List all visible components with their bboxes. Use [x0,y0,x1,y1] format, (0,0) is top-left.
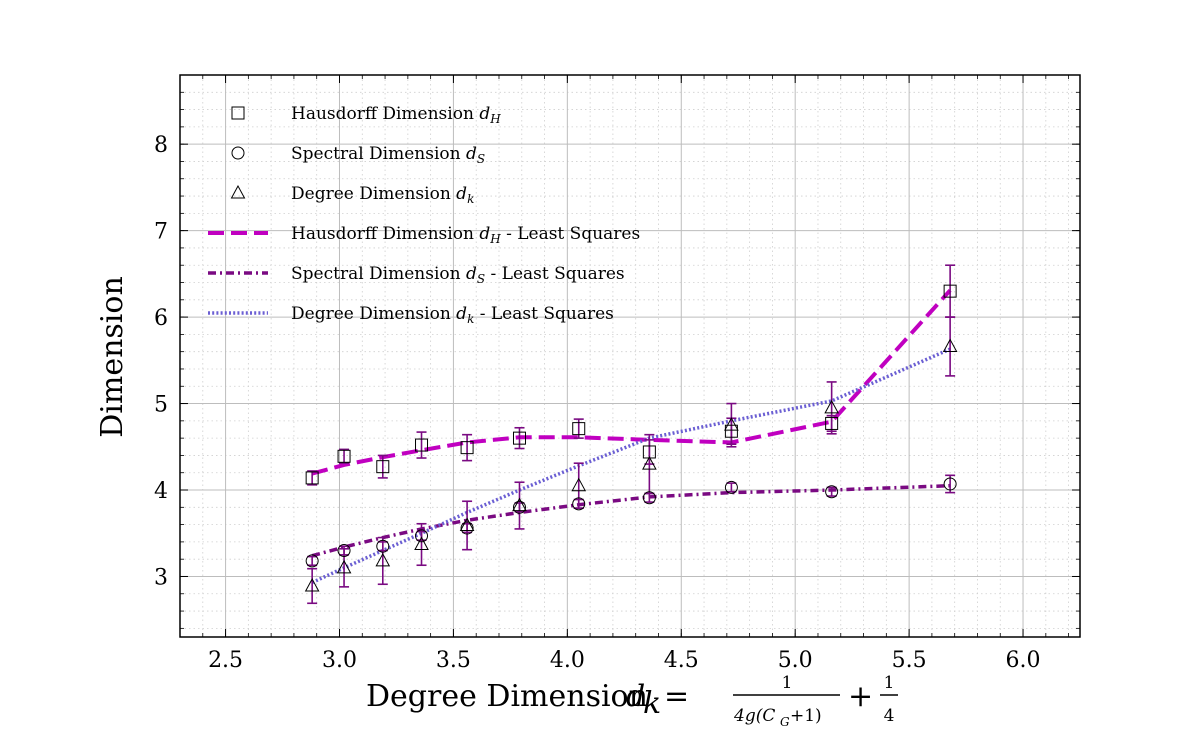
x-axis-title: Degree Dimension d k = 1 4g(C G +1) + 1 … [366,673,898,729]
x-tick-label: 5.0 [778,648,813,673]
data-point-triangle [336,559,352,574]
data-point-square [724,424,738,438]
data-point-circle [724,480,738,494]
legend-label: Degree Dimension dk - Least Squares [291,304,614,326]
data-point-square [512,431,526,445]
error-bars [307,264,956,605]
svg-text:+1): +1) [790,706,822,726]
svg-text:k: k [643,686,661,721]
legend-entry: Degree Dimension dk [230,184,474,206]
axis-ticks: 2.5 3.0 3.5 4.0 4.5 5.0 5.5 6.0 3 4 5 6 7 8 [154,74,1080,673]
svg-text:1: 1 [884,673,895,693]
data-point-triangle [571,477,587,492]
y-tick-label: 3 [154,565,168,590]
y-tick-label: 6 [154,306,168,331]
svg-text:4g(C: 4g(C [733,706,775,726]
y-tick-label: 7 [154,220,168,245]
data-point-triangle [942,338,958,352]
data-point-circle [415,529,429,543]
svg-text:=: = [664,679,689,714]
data-point-square [460,441,474,455]
data-point-circle [825,485,839,499]
data-point-square [943,284,957,298]
x-tick-label: 5.5 [892,648,927,673]
y-tick-label: 5 [154,393,168,418]
legend-label: Hausdorff Dimension dH [291,104,501,126]
legend-entry: Degree Dimension dk - Least Squares [208,304,614,326]
data-point-circle [376,539,390,553]
data-point-circle [572,497,586,511]
data-point-triangle [304,577,320,592]
svg-text:d: d [626,679,645,714]
data-point-triangle [824,399,839,414]
data-point-circle [642,491,656,505]
y-axis-title: Dimension [95,276,130,438]
data-point-triangle [375,552,391,567]
legend-entry: Hausdorff Dimension dH [231,104,501,126]
data-point-triangle [459,517,475,531]
data-point-triangle [414,536,429,550]
legend-label: Degree Dimension dk [291,184,474,206]
data-point-triangle [642,456,657,470]
legend-entry: Spectral Dimension dS [231,144,485,166]
data-point-circle [460,521,474,535]
legend-label: Spectral Dimension dS - Least Squares [291,264,625,286]
legend-entry: Hausdorff Dimension dH - Least Squares [208,224,640,246]
data-point-square [376,460,390,474]
grid [179,74,1080,637]
legend-marker [231,106,245,120]
data-point-triangle [512,497,527,512]
x-tick-label: 3.5 [436,648,471,673]
data-point-circle [512,500,526,514]
svg-text:G: G [780,715,790,729]
legend-marker [231,146,245,160]
legend-label: Hausdorff Dimension dH - Least Squares [291,224,640,246]
svg-text:4: 4 [884,706,895,726]
legend: Hausdorff Dimension dH Spectral Dimension… [208,104,640,326]
data-point-square [825,416,839,430]
data-point-square [305,471,319,485]
x-tick-label: 2.5 [208,648,243,673]
data-point-circle [305,554,319,568]
svg-text:Degree Dimension: Degree Dimension [366,679,648,714]
legend-entry: Spectral Dimension dS - Least Squares [208,264,625,286]
data-markers [304,284,958,592]
legend-label: Spectral Dimension dS [291,144,485,166]
data-point-triangle [724,417,739,431]
data-point-square [415,438,429,452]
data-point-square [572,422,586,436]
data-point-square [337,449,351,463]
y-tick-label: 8 [154,133,168,158]
data-point-circle [337,544,351,558]
x-tick-label: 6.0 [1006,648,1041,673]
x-tick-label: 3.0 [322,648,357,673]
svg-text:1: 1 [782,673,793,693]
x-tick-label: 4.0 [550,648,585,673]
y-tick-label: 4 [154,479,168,504]
data-point-circle [943,477,957,491]
legend-marker [230,184,246,199]
svg-text:+: + [848,679,873,714]
x-tick-label: 4.5 [664,648,699,673]
plot-frame [179,74,1081,638]
